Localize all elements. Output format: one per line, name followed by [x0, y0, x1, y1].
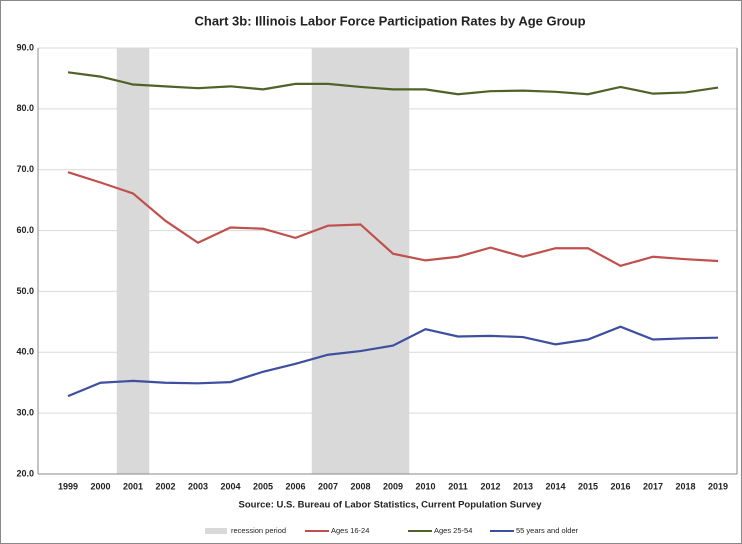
x-tick-label: 2015: [578, 481, 598, 491]
x-tick-label: 2003: [188, 481, 208, 491]
y-tick-label: 90.0: [16, 42, 34, 52]
x-tick-label: 2017: [643, 481, 663, 491]
x-tick-label: 2002: [155, 481, 175, 491]
y-tick-label: 70.0: [16, 164, 34, 174]
x-tick-label: 2013: [513, 481, 533, 491]
x-tick-label: 2006: [285, 481, 305, 491]
recession-band: [116, 48, 150, 474]
x-tick-label: 2010: [415, 481, 435, 491]
x-tick-label: 2000: [90, 481, 110, 491]
source-note: Source: U.S. Bureau of Labor Statistics,…: [239, 500, 543, 511]
x-tick-label: 2019: [708, 481, 728, 491]
x-tick-label: 2012: [480, 481, 500, 491]
x-tick-label: 2005: [253, 481, 273, 491]
x-tick-label: 2014: [545, 481, 565, 491]
chart-title: Chart 3b: Illinois Labor Force Participa…: [194, 13, 585, 28]
y-tick-label: 80.0: [16, 103, 34, 113]
x-tick-label: 2009: [383, 481, 403, 491]
x-tick-label: 2011: [448, 481, 468, 491]
x-tick-label: 2016: [610, 481, 630, 491]
x-tick-label: 2007: [318, 481, 338, 491]
x-tick-label: 2018: [675, 481, 695, 491]
y-tick-label: 30.0: [16, 408, 34, 418]
legend-label: recession period: [231, 526, 286, 535]
x-tick-label: 2004: [220, 481, 240, 491]
series-line: [67, 325, 719, 398]
y-tick-label: 20.0: [16, 468, 34, 478]
y-tick-label: 60.0: [16, 225, 34, 235]
legend-label: Ages 25-54: [434, 526, 472, 535]
legend-label: Ages 16-24: [331, 526, 369, 535]
recession-band: [311, 48, 410, 474]
legend-label: 55 years and older: [516, 526, 579, 535]
x-tick-label: 1999: [58, 481, 78, 491]
legend-swatch: [205, 528, 227, 534]
series-line: [67, 71, 719, 96]
series-line: [67, 171, 719, 268]
x-tick-label: 2008: [350, 481, 370, 491]
y-tick-label: 50.0: [16, 286, 34, 296]
y-tick-label: 40.0: [16, 347, 34, 357]
x-tick-label: 2001: [123, 481, 143, 491]
